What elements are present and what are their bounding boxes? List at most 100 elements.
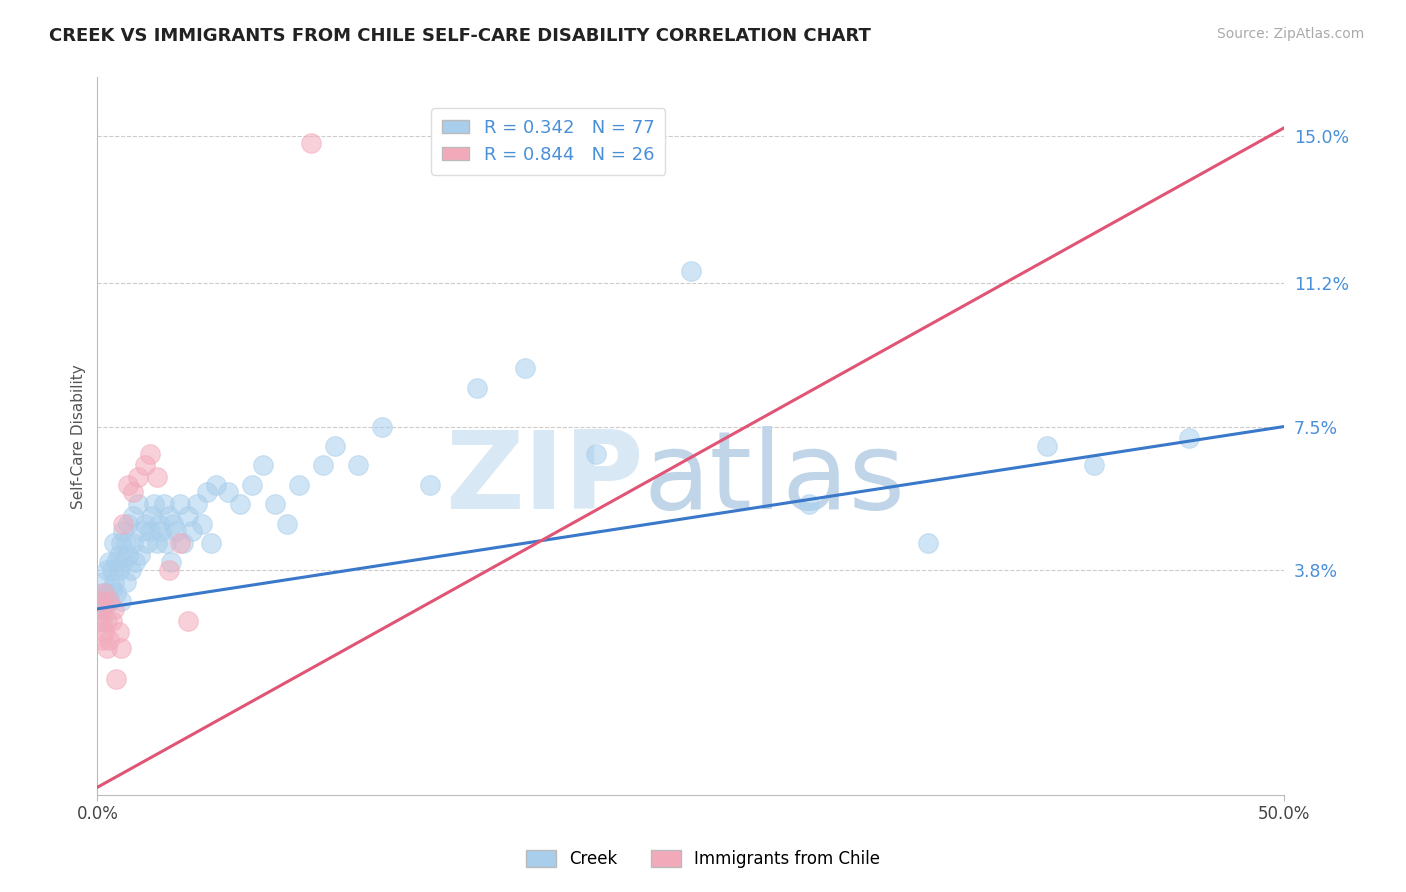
Point [141,508,163,523]
Point [229,497,252,511]
Point [103,536,125,550]
Point [134,516,156,531]
Point [169,536,191,550]
Point [127,497,149,511]
Point [1083,458,1105,473]
Point [117,516,139,531]
Point [679,264,702,278]
Point [98,594,121,608]
Point [155,536,177,550]
Point [91,614,114,628]
Point [112,516,135,531]
Point [110,536,132,550]
Point [799,497,821,511]
Point [162,516,184,531]
Point [181,524,204,539]
Point [112,555,135,569]
Point [145,536,167,550]
Point [205,477,228,491]
Point [276,516,298,531]
Point [100,563,122,577]
Point [150,524,173,539]
Point [105,555,128,569]
Point [105,586,128,600]
Point [114,574,136,589]
Point [89,594,111,608]
Point [93,574,115,589]
Point [105,672,128,686]
Point [200,536,222,550]
Point [288,477,311,491]
Point [100,582,122,597]
Point [110,640,132,655]
Text: Source: ZipAtlas.com: Source: ZipAtlas.com [1216,27,1364,41]
Point [120,563,142,577]
Point [91,586,114,600]
Point [148,516,170,531]
Point [191,516,214,531]
Point [138,447,160,461]
Point [98,555,121,569]
Point [240,477,263,491]
Point [323,439,346,453]
Point [165,524,187,539]
Legend: Creek, Immigrants from Chile: Creek, Immigrants from Chile [519,843,887,875]
Point [112,524,135,539]
Point [122,536,145,550]
Point [264,497,287,511]
Point [153,497,176,511]
Point [96,563,118,577]
Point [114,536,136,550]
Point [157,508,180,523]
Point [217,485,239,500]
Point [98,632,121,647]
Point [117,477,139,491]
Point [96,640,118,655]
Point [110,594,132,608]
Point [347,458,370,473]
Point [98,594,121,608]
Point [176,508,198,523]
Point [93,586,115,600]
Point [122,485,145,500]
Point [122,508,145,523]
Point [513,361,536,376]
Point [195,485,218,500]
Point [93,602,115,616]
Point [89,594,111,608]
Point [419,477,441,491]
Point [371,419,394,434]
Point [138,524,160,539]
Point [299,136,322,151]
Point [91,602,114,616]
Point [176,614,198,628]
Legend: R = 0.342   N = 77, R = 0.844   N = 26: R = 0.342 N = 77, R = 0.844 N = 26 [432,108,665,175]
Point [117,548,139,562]
Y-axis label: Self-Care Disability: Self-Care Disability [72,364,86,508]
Point [145,470,167,484]
Point [96,614,118,628]
Point [160,555,183,569]
Point [134,458,156,473]
Text: ZIP: ZIP [444,426,643,533]
Point [93,594,115,608]
Point [107,548,129,562]
Point [172,536,194,550]
Point [917,536,939,550]
Point [465,381,488,395]
Point [96,586,118,600]
Text: atlas: atlas [643,426,905,533]
Point [312,458,335,473]
Point [107,625,129,640]
Point [129,548,152,562]
Point [103,602,125,616]
Point [1035,439,1057,453]
Point [136,536,159,550]
Point [252,458,274,473]
Point [107,563,129,577]
Text: CREEK VS IMMIGRANTS FROM CHILE SELF-CARE DISABILITY CORRELATION CHART: CREEK VS IMMIGRANTS FROM CHILE SELF-CARE… [49,27,872,45]
Point [186,497,208,511]
Point [131,524,153,539]
Point [143,497,166,511]
Point [89,614,111,628]
